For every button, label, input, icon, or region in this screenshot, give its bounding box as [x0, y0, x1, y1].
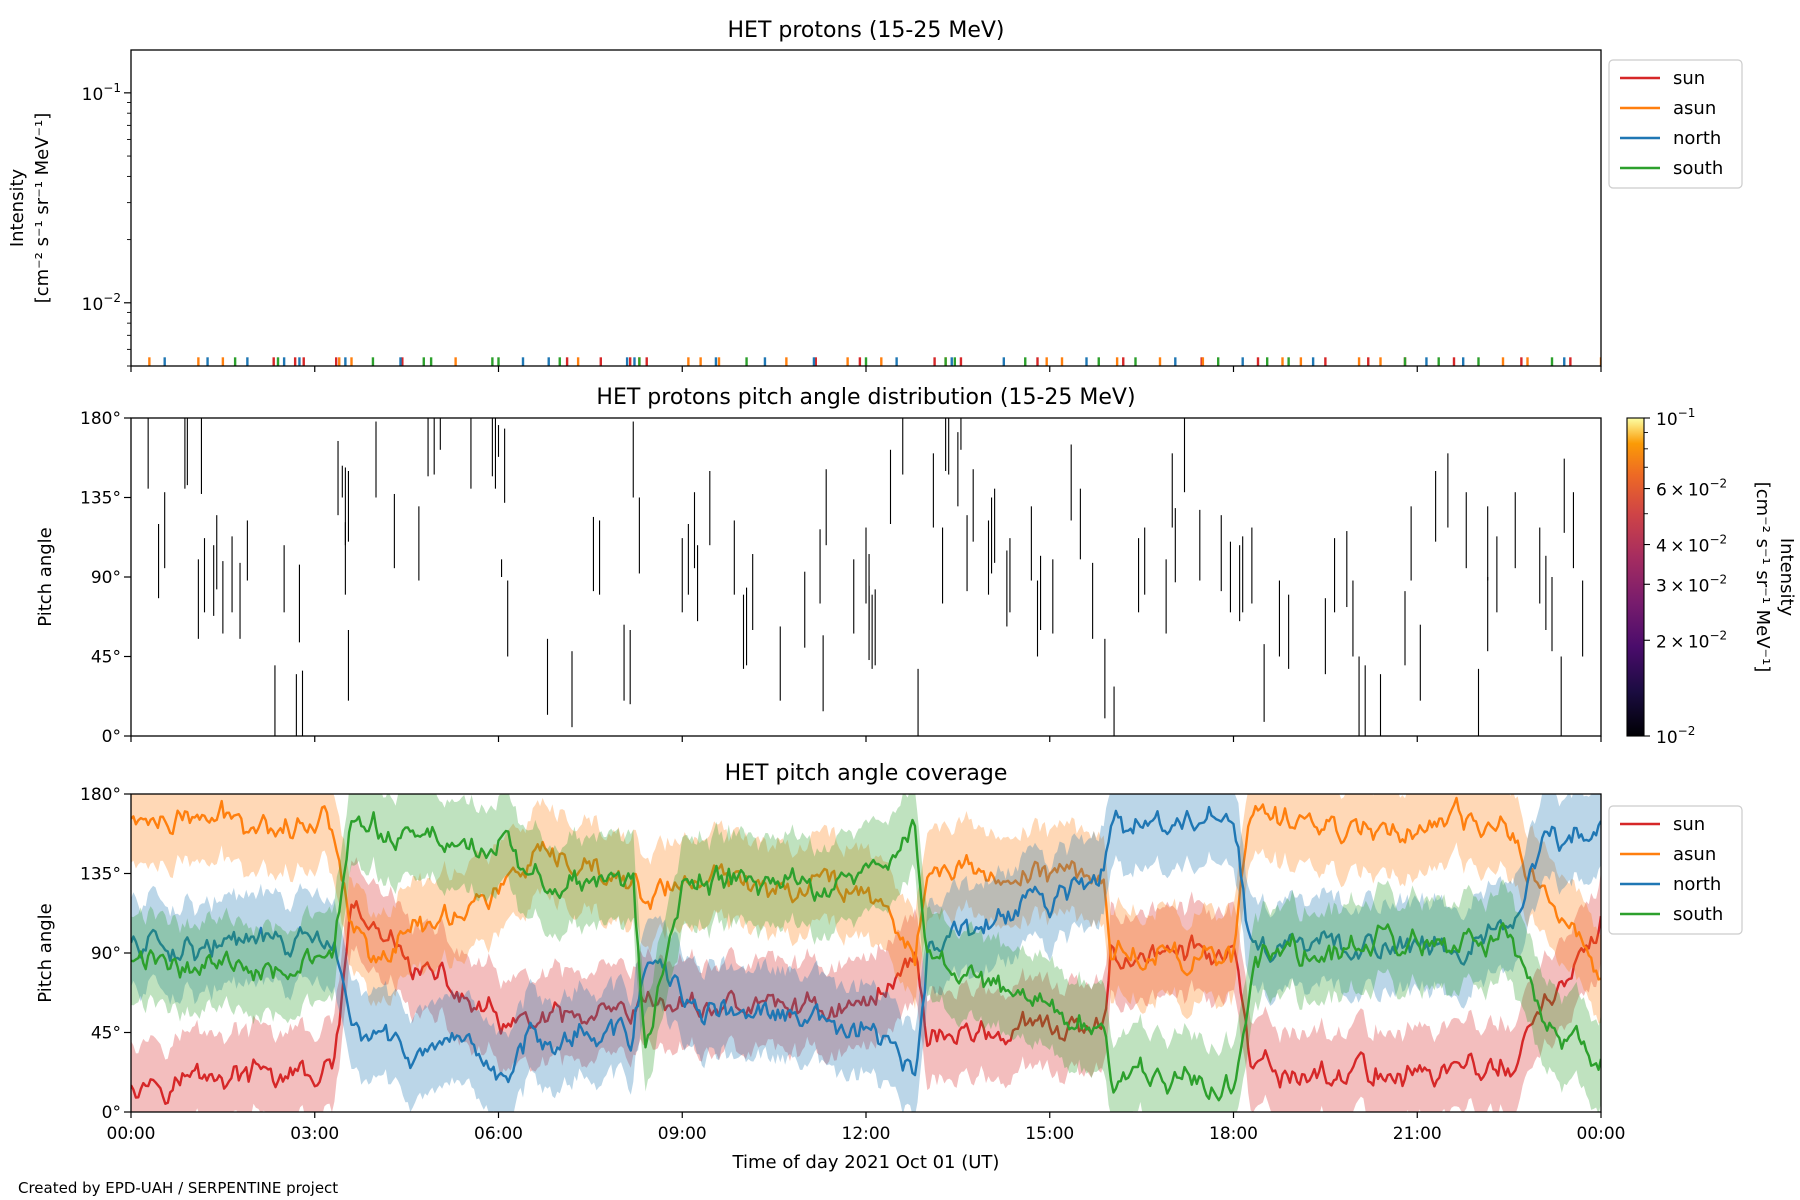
- panel2-x-ticks: [130, 736, 1602, 742]
- panel1-y-ticks: 10−1 10−2: [82, 81, 131, 367]
- y-tick-label: 0°: [102, 1103, 121, 1123]
- panel2-y-ticks: 180° 135° 90° 45° 0°: [80, 409, 131, 747]
- coverage-series: [131, 794, 1601, 1112]
- y-tick-label: 90°: [91, 944, 121, 964]
- legend-label-sun: sun: [1673, 68, 1705, 89]
- pitch-angle-distribution-panel: HET protons pitch angle distribution (15…: [35, 385, 1797, 748]
- panel3-x-ticks: 00:00 03:00 06:00 09:00 12:00 15:00 18:00 21:00…: [107, 1112, 1626, 1144]
- x-tick-label: 00:00: [1577, 1124, 1626, 1144]
- coverage-band-sun: [131, 857, 1601, 1112]
- legend-label-north: north: [1673, 874, 1721, 895]
- colorbar-tick-label: 10−1: [1656, 406, 1695, 430]
- legend-label-south: south: [1673, 904, 1723, 925]
- panel3-y-ticks: 180° 135° 90° 45° 0°: [80, 785, 131, 1123]
- y-tick-label: 10−1: [82, 81, 121, 105]
- colorbar: 10−1 6 × 10−2 4 × 10−2 3 × 10−2 2 × 10−2 10−2…: [1626, 406, 1797, 748]
- panel3-ylabel: Pitch angle: [35, 903, 56, 1002]
- x-tick-label: 09:00: [658, 1124, 707, 1144]
- y-tick-label: 135°: [80, 865, 121, 885]
- coverage-band-asun: [131, 794, 1601, 1024]
- panel3-title: HET pitch angle coverage: [725, 761, 1008, 786]
- y-tick-label: 135°: [80, 489, 121, 509]
- panel1-frame: [130, 49, 1602, 367]
- x-tick-label: 06:00: [474, 1124, 523, 1144]
- x-tick-label: 00:00: [107, 1124, 156, 1144]
- colorbar-tick-label: 2 × 10−2: [1656, 628, 1727, 652]
- intensity-bars: [148, 357, 1601, 366]
- panel2-ylabel: Pitch angle: [35, 527, 56, 626]
- x-axis-label: Time of day 2021 Oct 01 (UT): [732, 1152, 1000, 1173]
- legend-label-south: south: [1673, 158, 1723, 179]
- panel2-title: HET protons pitch angle distribution (15…: [596, 385, 1135, 410]
- panel1-ylabel-line2: [cm⁻² s⁻¹ sr⁻¹ MeV⁻¹]: [32, 113, 53, 304]
- y-tick-label: 45°: [91, 648, 121, 668]
- distribution-segments: [147, 418, 1584, 736]
- legend-label-asun: asun: [1673, 844, 1716, 865]
- y-tick-label: 180°: [80, 785, 121, 805]
- colorbar-label-line2: [cm⁻² s⁻¹ sr⁻¹ MeV⁻¹]: [1752, 482, 1773, 673]
- legend-label-asun: asun: [1673, 98, 1716, 119]
- x-tick-label: 18:00: [1209, 1124, 1258, 1144]
- legend-label-sun: sun: [1673, 814, 1705, 835]
- coverage-band-north: [131, 794, 1601, 1112]
- panel1-ylabel-line1: Intensity: [7, 168, 28, 247]
- panel3-legend: sun asun north south: [1608, 805, 1743, 935]
- x-tick-label: 21:00: [1393, 1124, 1442, 1144]
- panel1-title: HET protons (15-25 MeV): [728, 18, 1005, 43]
- y-tick-label: 0°: [102, 727, 121, 747]
- y-tick-label: 45°: [91, 1024, 121, 1044]
- legend-box: [1608, 59, 1743, 189]
- colorbar-tick-label: 4 × 10−2: [1656, 533, 1727, 557]
- colorbar-tick-label: 10−2: [1656, 724, 1695, 748]
- coverage-line-asun: [131, 796, 1601, 981]
- x-tick-label: 12:00: [842, 1124, 891, 1144]
- colorbar-gradient: [1626, 417, 1645, 737]
- colorbar-label-line1: Intensity: [1776, 538, 1797, 617]
- y-tick-label: 180°: [80, 409, 121, 429]
- credit-text: Created by EPD-UAH / SERPENTINE project: [18, 1179, 338, 1197]
- pitch-angle-coverage-panel: HET pitch angle coverage 180° 135° 90° 45° 0…: [35, 761, 1743, 1173]
- intensity-panel: HET protons (15-25 MeV) 10−1 10−2 Intensi…: [7, 18, 1743, 372]
- panel1-x-ticks: [130, 366, 1602, 372]
- x-tick-label: 15:00: [1025, 1124, 1074, 1144]
- y-tick-label: 90°: [91, 568, 121, 588]
- colorbar-tick-label: 3 × 10−2: [1656, 572, 1727, 596]
- colorbar-tick-label: 6 × 10−2: [1656, 477, 1727, 501]
- coverage-band-south: [131, 794, 1601, 1112]
- panel1-legend: sun asun north south: [1608, 59, 1743, 189]
- legend-label-north: north: [1673, 128, 1721, 149]
- coverage-line-sun: [131, 900, 1601, 1105]
- x-tick-label: 03:00: [290, 1124, 339, 1144]
- y-tick-label: 10−2: [82, 291, 121, 315]
- coverage-line-south: [131, 811, 1601, 1102]
- legend-box: [1608, 805, 1743, 935]
- colorbar-ticks: 10−1 6 × 10−2 4 × 10−2 3 × 10−2 2 × 10−2 10−2: [1644, 406, 1727, 748]
